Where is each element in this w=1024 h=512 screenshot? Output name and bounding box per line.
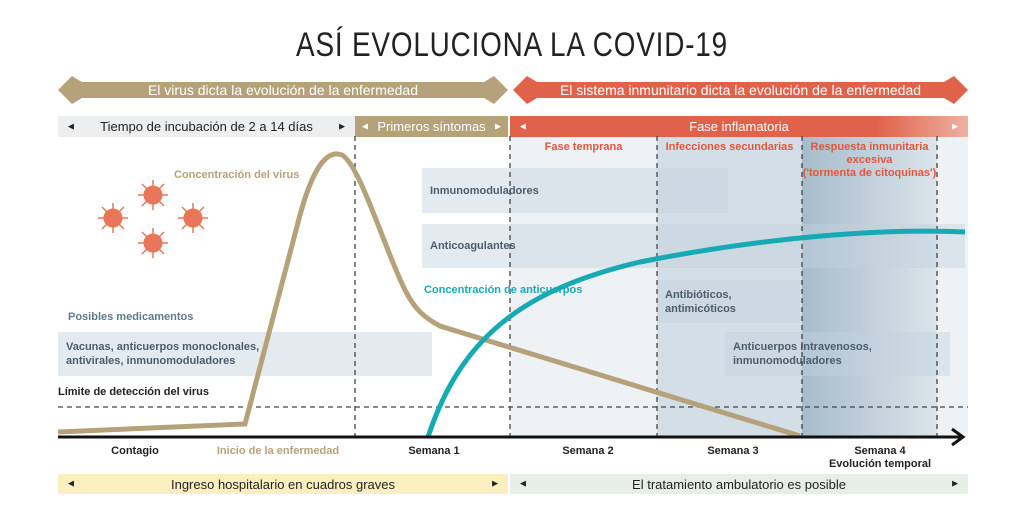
iv-line-2: inmunomoduladores <box>733 355 842 367</box>
anticoagulants-box: Anticoagulantes <box>422 224 965 268</box>
panel-secondary <box>657 136 802 437</box>
vaccines-line-2: antivirales, inmunomoduladores <box>66 355 236 367</box>
vaccines-line-1: Vacunas, anticuerpos monoclonales, <box>66 341 260 353</box>
hospital-bar: ◄ Ingreso hospitalario en cuadros graves… <box>58 474 508 494</box>
virus-icons <box>98 180 208 258</box>
week4-label: Semana 4 Evolución temporal <box>820 445 940 471</box>
arrow-right-icon: ► <box>950 121 960 132</box>
antibody-concentration-label: Concentración de anticuerpos <box>424 284 583 296</box>
virus-banner-shape <box>58 76 508 104</box>
arrow-right-icon: ► <box>490 478 500 490</box>
onset-label: Inicio de la enfermedad <box>216 445 340 457</box>
outpatient-label: El tratamiento ambulatorio es posible <box>632 476 846 492</box>
time-axis-label: Evolución temporal <box>828 458 932 470</box>
immunomodulators-box: Inmunomoduladores <box>422 168 728 213</box>
arrow-right-icon: ► <box>337 121 347 132</box>
first-symptoms-label: Primeros síntomas <box>377 119 486 134</box>
contagion-label: Contagio <box>111 445 159 457</box>
early-phase-label: Fase temprana <box>544 141 623 153</box>
virus-icon <box>138 228 168 258</box>
incubation-bar: ◄ Tiempo de incubación de 2 a 14 días ► <box>58 116 355 137</box>
incubation-label: Tiempo de incubación de 2 a 14 días <box>100 119 313 134</box>
excessive-line-2: excesiva <box>846 154 893 166</box>
arrow-left-icon: ◄ <box>518 478 528 490</box>
week1-label: Semana 1 <box>408 445 460 457</box>
virus-curve <box>57 151 801 439</box>
panel-excessive <box>802 136 937 437</box>
virus-icon <box>138 180 168 210</box>
hospital-label: Ingreso hospitalario en cuadros graves <box>170 476 396 492</box>
panel-late <box>937 136 968 437</box>
week3-label: Semana 3 <box>707 445 759 457</box>
antibiotics-box: Antibióticos, antimicóticos <box>657 280 800 323</box>
excessive-line-3: ('tormenta de citoquinas') <box>802 167 937 179</box>
vaccines-box: Vacunas, anticuerpos monoclonales, antiv… <box>58 332 432 376</box>
arrow-right-icon: ► <box>493 121 503 132</box>
secondary-infections-label: Infecciones secundarias <box>665 141 794 153</box>
virus-icon <box>178 203 208 233</box>
page-title: ASÍ EVOLUCIONA LA COVID-19 <box>296 26 728 64</box>
arrow-right-icon: ► <box>950 478 960 490</box>
arrow-left-icon: ◄ <box>360 121 370 132</box>
possible-medications-heading: Posibles medicamentos <box>68 311 194 323</box>
immune-banner-shape <box>513 76 968 104</box>
phase-dividers <box>58 136 968 437</box>
antibody-curve <box>425 228 966 438</box>
outpatient-bar: ◄ El tratamiento ambulatorio es posible … <box>510 474 968 494</box>
arrow-left-icon: ◄ <box>66 478 76 490</box>
inflammatory-label: Fase inflamatoria <box>689 119 789 134</box>
virus-icon <box>98 203 128 233</box>
arrow-left-icon: ◄ <box>66 121 76 132</box>
detection-limit-label: Límite de detección del virus <box>58 386 209 398</box>
excessive-response-label: Respuesta inmunitaria excesiva ('torment… <box>802 141 937 180</box>
inflammatory-bar: ◄ Fase inflamatoria ► <box>510 116 968 137</box>
virus-concentration-label: Concentración del virus <box>174 169 300 181</box>
immune-banner: El sistema inmunitario dicta la evolució… <box>559 82 922 98</box>
axis-arrowhead-icon <box>951 427 966 447</box>
first-symptoms-bar: ◄ Primeros síntomas ► <box>355 116 508 137</box>
arrow-left-icon: ◄ <box>518 121 528 132</box>
week2-label: Semana 2 <box>562 445 614 457</box>
excessive-line-1: Respuesta inmunitaria <box>810 141 929 153</box>
virus-banner: El virus dicta la evolución de la enferm… <box>147 82 419 98</box>
week4-text: Semana 4 <box>854 445 906 457</box>
